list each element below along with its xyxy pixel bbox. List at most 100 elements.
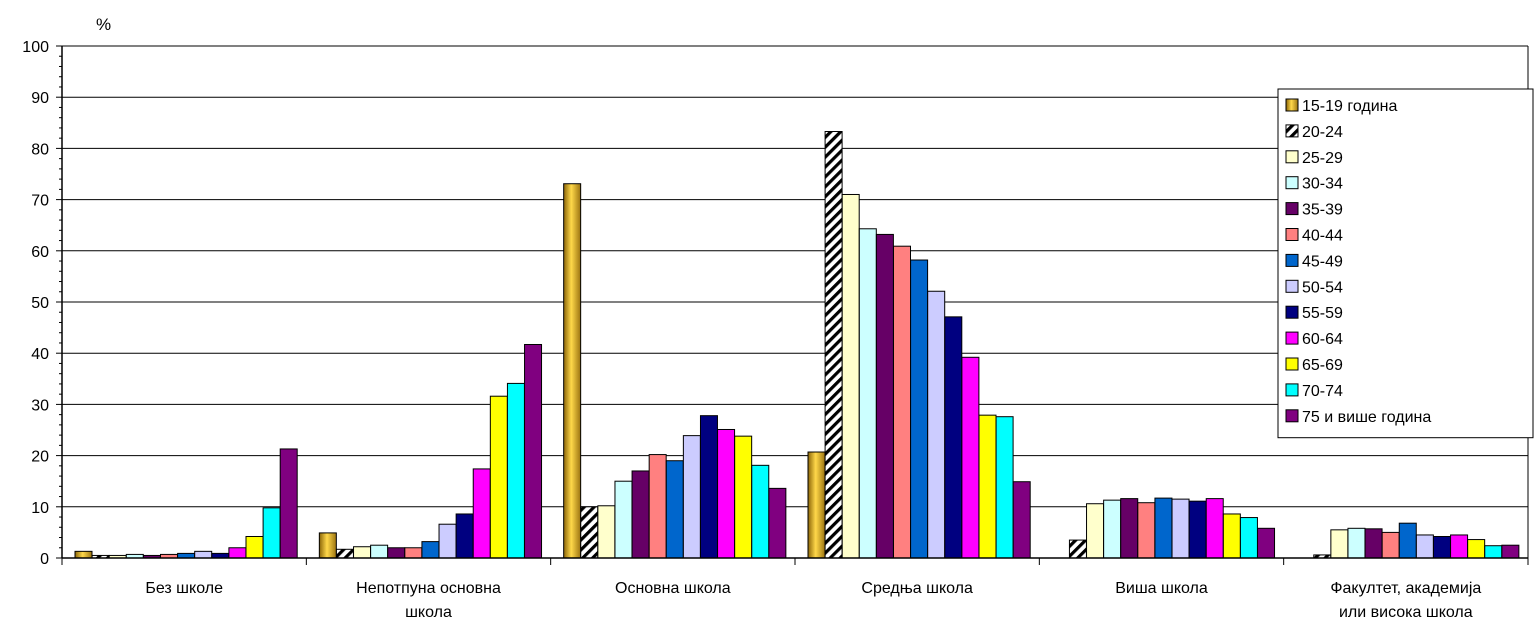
- y-tick-label: 80: [31, 141, 49, 158]
- bar: [1068, 539, 1087, 559]
- bar: [1330, 529, 1349, 559]
- bar: [995, 416, 1014, 559]
- bar: [1450, 534, 1469, 559]
- bar: [978, 414, 997, 559]
- bar: [1086, 503, 1105, 559]
- legend-swatch: [1285, 253, 1299, 267]
- bar: [1137, 502, 1156, 559]
- x-category-label: Без школе: [145, 580, 223, 597]
- bar: [734, 435, 753, 559]
- legend-swatch: [1285, 176, 1299, 190]
- legend-label: 55-59: [1302, 305, 1343, 322]
- bar: [335, 548, 354, 559]
- bar: [1364, 528, 1383, 559]
- bar: [893, 245, 911, 559]
- x-category-label: Основна школа: [615, 580, 731, 597]
- legend-label: 20-24: [1302, 124, 1343, 141]
- bar: [768, 487, 787, 559]
- x-category-label: Средња школа: [861, 580, 973, 597]
- legend-label: 30-34: [1302, 176, 1343, 193]
- x-category-label: или висока школа: [1339, 604, 1473, 621]
- y-tick-label: 0: [40, 551, 49, 568]
- legend-swatch: [1285, 331, 1299, 345]
- bar: [631, 470, 650, 559]
- legend-swatch: [1285, 124, 1299, 138]
- legend-label: 75 и више година: [1302, 409, 1431, 426]
- bar: [1222, 513, 1241, 559]
- legend-label: 60-64: [1302, 331, 1343, 348]
- bar: [387, 547, 406, 559]
- bar: [370, 544, 389, 559]
- legend-label: 15-19 година: [1302, 98, 1398, 115]
- bar: [74, 550, 93, 559]
- bar: [353, 546, 372, 559]
- bar: [1154, 497, 1173, 559]
- bar: [1484, 545, 1503, 559]
- bar: [1381, 531, 1400, 559]
- y-tick-label: 50: [31, 295, 49, 312]
- legend-label: 25-29: [1302, 150, 1343, 167]
- bar: [1188, 500, 1207, 559]
- y-tick-label: 90: [31, 90, 49, 107]
- bar: [563, 183, 582, 559]
- legend-swatch: [1285, 279, 1299, 293]
- bar: [858, 228, 877, 559]
- legend-label: 65-69: [1302, 357, 1343, 374]
- legend-swatch: [1285, 150, 1299, 164]
- bar: [717, 428, 736, 559]
- legend-swatch: [1285, 305, 1299, 319]
- bar: [824, 131, 843, 559]
- legend-box: [1277, 88, 1534, 439]
- y-tick-label: 40: [31, 346, 49, 363]
- y-tick-label: 30: [31, 397, 49, 414]
- legend-swatch: [1285, 409, 1299, 423]
- bar: [279, 448, 298, 559]
- bar: [489, 395, 508, 559]
- bar: [807, 451, 826, 559]
- bar: [262, 507, 281, 559]
- y-axis-unit: %: [96, 15, 111, 34]
- bar: [751, 464, 770, 559]
- bar: [1239, 517, 1258, 559]
- x-category-label: школа: [405, 604, 452, 621]
- bar: [245, 535, 264, 559]
- legend-label: 40-44: [1302, 228, 1343, 245]
- bar: [194, 550, 213, 559]
- bar: [927, 290, 946, 559]
- bar: [1171, 498, 1190, 559]
- bar: [1398, 522, 1417, 559]
- y-tick-label: 10: [31, 500, 49, 517]
- legend-swatch: [1285, 98, 1299, 112]
- legend-label: 50-54: [1302, 279, 1343, 296]
- bar: [421, 541, 440, 559]
- y-tick-label: 70: [31, 193, 49, 210]
- bar: [665, 460, 684, 559]
- bar: [682, 435, 701, 559]
- bar: [1103, 499, 1122, 559]
- bar: [506, 382, 525, 559]
- bar: [1120, 498, 1139, 559]
- bar: [648, 454, 667, 559]
- legend-swatch: [1285, 228, 1299, 241]
- bar: [699, 415, 718, 559]
- bar: [1257, 527, 1276, 559]
- legend-label: 35-39: [1302, 202, 1343, 219]
- bar: [614, 480, 633, 559]
- bar: [404, 547, 423, 559]
- bar: [472, 468, 491, 559]
- bar: [1415, 534, 1434, 559]
- bar: [910, 259, 929, 559]
- bar: [580, 506, 599, 559]
- y-tick-label: 100: [22, 39, 49, 56]
- legend-swatch: [1285, 357, 1299, 371]
- bar: [944, 316, 963, 559]
- bar: [1347, 527, 1366, 559]
- legend-label: 45-49: [1302, 253, 1343, 270]
- legend-label: 70-74: [1302, 383, 1343, 400]
- bar: [1501, 544, 1520, 559]
- bar: [597, 505, 616, 559]
- bar: [841, 193, 860, 559]
- bar: [1012, 481, 1031, 559]
- bar: [524, 343, 543, 559]
- bar: [455, 513, 474, 559]
